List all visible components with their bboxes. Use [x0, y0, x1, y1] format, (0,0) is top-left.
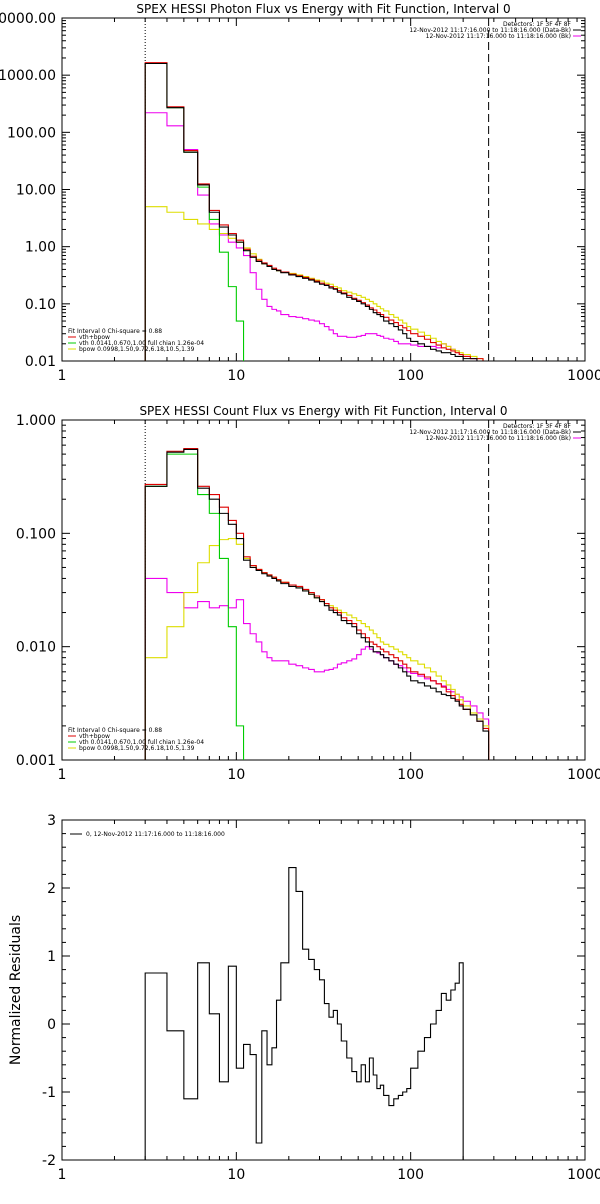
y-axis-label: Normalized Residuals: [8, 915, 24, 1065]
plot-frame: [61, 819, 586, 1161]
legend-text: Detectors: 1F 3F 4F 8F: [503, 423, 572, 430]
plot-area: [144, 447, 490, 760]
photon-flux-panel: SPEX HESSI Photon Flux vs Energy with Fi…: [0, 2, 600, 384]
y-tick-label: 3: [47, 813, 56, 829]
y-tick-label: 100.00: [7, 125, 56, 141]
x-tick-label: 1: [58, 368, 67, 384]
x-tick-label: 1000: [567, 767, 600, 783]
legend-text: 12-Nov-2012 11:17:16.000 to 11:18:16.000…: [409, 27, 571, 34]
y-tick-label: -1: [42, 1085, 56, 1101]
x-tick-label: 10: [227, 1167, 245, 1183]
y-tick-label: 1.000: [16, 413, 56, 429]
legend-text: 12-Nov-2012 11:17:16.000 to 11:18:16.000…: [426, 33, 571, 40]
y-tick-label: 0: [47, 1017, 56, 1033]
legend-text: bpow 0.0998,1.50,9.72,6.18,10.5,1.39: [79, 745, 195, 752]
legend-text: Fit Interval 0 Chi-square = 0.88: [68, 727, 162, 734]
chart-title: SPEX HESSI Count Flux vs Energy with Fit…: [139, 404, 507, 418]
y-tick-label: 0.010: [16, 640, 56, 656]
y-tick-label: 0.001: [16, 753, 56, 769]
y-tick-label: 1000.00: [0, 68, 56, 84]
x-tick-label: 10: [227, 368, 245, 384]
series-line-total: [144, 62, 490, 361]
legend-text: 12-Nov-2012 11:17:16.000 to 11:18:16.000…: [409, 429, 571, 436]
series-line-bk: [144, 577, 490, 760]
x-tick-label: 1: [58, 1167, 67, 1183]
count-flux-panel: SPEX HESSI Count Flux vs Energy with Fit…: [16, 404, 600, 783]
series-line-data: [144, 62, 490, 361]
y-tick-label: 0000.00: [0, 11, 56, 27]
y-tick-label: 0.100: [16, 526, 56, 542]
y-tick-label: 1.00: [25, 240, 56, 256]
legend-text: bpow 0.0998,1.50,9.72,6.18,10.5,1.39: [79, 346, 195, 353]
legend-text: 0, 12-Nov-2012 11:17:16.000 to 11:18:16.…: [86, 831, 225, 838]
legend-text: vth 0.0141,0.670,1.00 full chian 1.26e-0…: [79, 739, 204, 746]
y-tick-label: 1: [47, 949, 56, 965]
x-tick-label: 100: [397, 368, 424, 384]
plot-area: [144, 867, 471, 1160]
legend-text: vth+bpow: [79, 733, 110, 740]
chart-title: SPEX HESSI Photon Flux vs Energy with Fi…: [136, 2, 510, 16]
legend-text: 12-Nov-2012 11:17:16.000 to 11:18:16.000…: [426, 435, 571, 442]
series-line-data: [144, 867, 471, 1160]
plot-area: [144, 62, 490, 361]
y-tick-label: 10.00: [16, 183, 56, 199]
y-tick-label: 2: [47, 881, 56, 897]
series-line-data: [144, 448, 490, 760]
legend-text: vth 0.0141,0.670,1.00 full chian 1.26e-0…: [79, 340, 204, 347]
x-tick-label: 10: [227, 767, 245, 783]
x-tick-label: 1: [58, 767, 67, 783]
legend-text: vth+bpow: [79, 334, 110, 341]
x-tick-label: 100: [397, 1167, 424, 1183]
legend-text: Detectors: 1F 3F 4F 8F: [503, 21, 572, 28]
x-tick-label: 1000: [567, 368, 600, 384]
y-tick-label: 0.10: [25, 297, 56, 313]
y-tick-label: -2: [42, 1153, 56, 1169]
legend-text: Fit Interval 0 Chi-square = 0.88: [68, 328, 162, 335]
plot-frame: [61, 17, 586, 362]
series-line-bpow: [144, 537, 490, 760]
x-tick-label: 1000: [567, 1167, 600, 1183]
series-line-bpow: [144, 206, 490, 361]
x-tick-label: 100: [397, 767, 424, 783]
plot-frame: [61, 419, 586, 761]
y-tick-label: 0.01: [25, 354, 56, 370]
